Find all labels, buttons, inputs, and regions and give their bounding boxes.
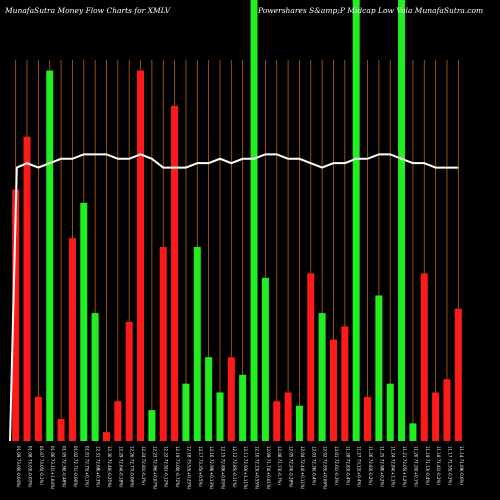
x-tick-label: 12.11 72.93(+1.11%): [243, 446, 248, 490]
x-tick-label: 12.17 73.35(+0.5%): [198, 446, 203, 487]
x-tick-label: 11.17 71.55(-0.2%): [447, 446, 452, 485]
money-flow-bar: [216, 392, 224, 441]
money-flow-bar: [159, 246, 167, 441]
x-tick-label: 01.06 73.11(+1.04%): [50, 446, 55, 490]
money-flow-bar: [329, 339, 337, 441]
money-flow-bar: [171, 105, 179, 441]
x-tick-label: 12.23 72.96(+0.07%): [152, 446, 157, 490]
money-flow-bar: [273, 401, 281, 441]
money-flow-bar: [57, 418, 65, 441]
x-tick-label: 01.07 73.05(-0.1%): [39, 446, 44, 485]
money-flow-bar: [261, 277, 269, 441]
x-tick-label: 12.31 72.68(+0.3%): [96, 446, 101, 487]
money-flow-bar: [420, 273, 428, 441]
x-tick-label: 11.25 72.98(+0.2%): [379, 446, 384, 487]
x-tick-label: 11.21 72.05(+1.2%): [402, 446, 407, 487]
x-tick-label: 12.04 72.44(+0.11%): [300, 446, 305, 490]
x-tick-label: 12.03 72.36(-0.4%): [311, 446, 316, 485]
money-flow-bar: [250, 0, 258, 441]
money-flow-bar: [409, 423, 417, 441]
money-flow-bar: [239, 374, 247, 441]
money-flow-bar: [12, 189, 20, 441]
x-tick-label: 11.24 72.84(+1.1%): [391, 446, 396, 487]
chart-title-right: Powershares S&amp;P Midcap Low Vola Muna…: [257, 6, 483, 15]
money-flow-bar: [375, 295, 383, 441]
x-tick-label: 01.02 72.71(-0.06%): [73, 446, 78, 488]
x-tick-label: 11.28 72.83(-0.4%): [345, 446, 350, 485]
x-tick-label: 12.15 72.89(+0.05%): [220, 446, 225, 490]
money-flow-bar: [148, 410, 156, 441]
chart-title-left: MunafaSutra Money Flow Charts for XMLV: [4, 6, 172, 15]
x-tick-label: 11.27 73.12(+0.4%): [357, 446, 362, 487]
money-flow-bar: [443, 379, 451, 441]
x-tick-label: 01.05 72.36(-0.48%): [62, 446, 67, 488]
x-tick-label: 01.01 72.75(+0.1%): [84, 446, 89, 487]
money-flow-bar: [307, 273, 315, 441]
x-tick-label: 12.30 72.46(-0.25%): [107, 446, 112, 488]
money-flow-bar: [91, 313, 99, 441]
money-flow-bar: [284, 392, 292, 441]
price-trend-line: [9, 153, 459, 442]
money-flow-bar: [454, 308, 462, 441]
money-flow-bar: [295, 405, 303, 441]
money-flow-bar: [125, 321, 133, 441]
x-tick-label: 12.26 72.77(-0.06%): [130, 446, 135, 488]
x-tick-label: 12.19 73.00(-0.72%): [175, 446, 180, 488]
x-tick-label: 11.26 72.83(-0.2%): [368, 446, 373, 485]
x-tick-label: 01.08 73.03(-0.03%): [28, 446, 33, 488]
money-flow-bar: [80, 202, 88, 441]
money-flow-bar: [364, 396, 372, 441]
x-tick-label: 11.19 71.13(-0.4%): [425, 446, 430, 485]
x-tick-label: 12.12 72.85(-0.11%): [232, 446, 237, 488]
money-flow-bar: [205, 357, 213, 441]
money-flow-bar: [432, 392, 440, 441]
x-tick-label: 11.14 71.69(-0.6%): [459, 446, 464, 485]
x-tick-label: 12.29 72.64(-0.18%): [118, 446, 123, 488]
money-flow-bar: [193, 246, 201, 441]
money-flow-bar: [68, 238, 76, 441]
money-flow-bar: [34, 396, 42, 441]
x-tick-label: 12.16 72.99(+0.13%): [209, 446, 214, 490]
x-tick-label: 12.09 71.74(+0.01%): [266, 446, 271, 490]
x-tick-label: 11.18 71.41(-0.2%): [436, 446, 441, 485]
x-tick-label: 12.22 72.91(-0.12%): [164, 446, 169, 488]
money-flow-bar: [352, 0, 360, 441]
money-flow-bar: [102, 432, 110, 441]
x-tick-label: 12.18 73.53(+0.25%): [186, 446, 191, 490]
money-flow-bar: [398, 0, 406, 441]
money-flow-bar: [182, 383, 190, 441]
x-tick-label: 12.05 72.24(-0.28%): [289, 446, 294, 488]
x-tick-label: 01.09 73.00(-0.04%): [16, 446, 21, 488]
x-tick-label: 11.20 71.20(+0.1%): [413, 446, 418, 487]
x-tick-label: 12.08 71.73(-0.7%): [277, 446, 282, 485]
x-tick-label: 12.10 72.13(+0.55%): [255, 446, 260, 490]
x-tick-label: 12.02 72.65(+0.06%): [323, 446, 328, 490]
money-flow-bar: [46, 70, 54, 441]
x-tick-labels: 01.09 73.00(-0.04%) 01.08 73.03(-0.03%) 01…: [16, 446, 464, 490]
x-tick-label: 12.01 72.61(-0.3%): [334, 446, 339, 485]
money-flow-bar: [227, 357, 235, 441]
money-flow-bar: [386, 383, 394, 441]
money-flow-bar: [114, 401, 122, 441]
bar-series: [12, 0, 462, 441]
money-flow-bar: [23, 136, 31, 441]
money-flow-bar: [318, 313, 326, 441]
x-tick-label: 12.24 72.81(-0.2%): [141, 446, 146, 485]
money-flow-bar: [137, 70, 145, 441]
money-flow-bar: [341, 326, 349, 441]
